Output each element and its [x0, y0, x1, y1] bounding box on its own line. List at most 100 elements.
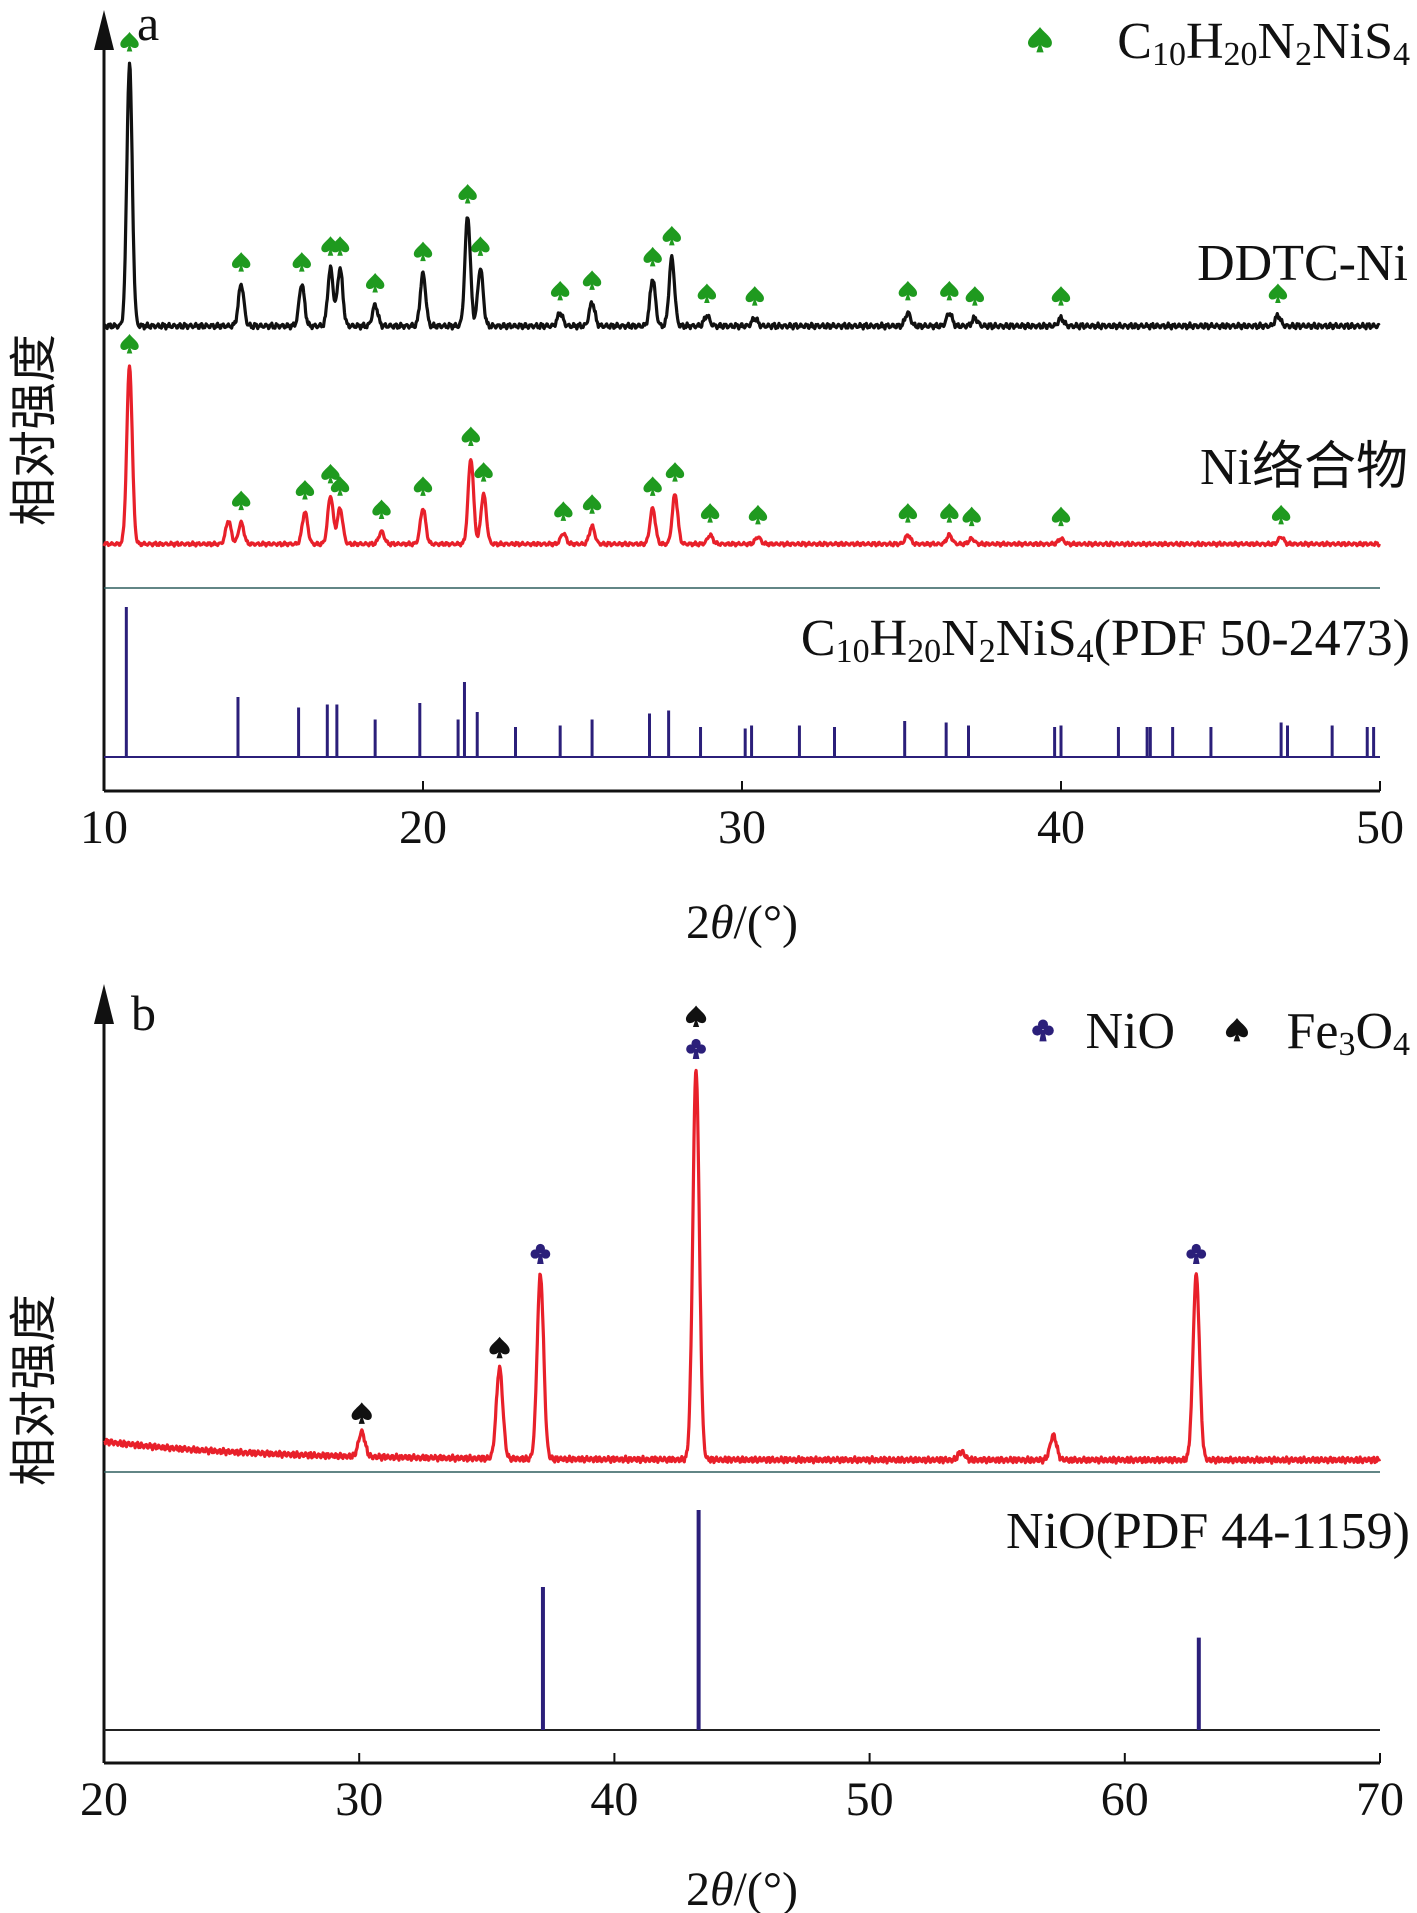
club-stem [692, 1048, 700, 1059]
x-tick-label: 40 [1037, 801, 1085, 854]
x-tick-label: 30 [718, 801, 766, 854]
peak-marker-spade-icon [330, 236, 350, 256]
peak-marker-spade-icon [662, 225, 682, 246]
series-sample-line [102, 1068, 1382, 1465]
y-axis-arrow [94, 984, 114, 1024]
formula-text: H [870, 610, 908, 667]
formula-text: N [1258, 13, 1296, 70]
peak-marker-club-icon [1186, 1243, 1207, 1264]
formula-text: NiS [1312, 13, 1393, 70]
formula-subscript: 2 [1295, 36, 1312, 73]
peak-marker-spade-icon [461, 426, 481, 447]
peak-marker-club-icon [530, 1243, 551, 1264]
x-tick-label: 60 [1101, 1773, 1149, 1826]
peak-marker-spade-icon [582, 494, 602, 514]
legend-club-icon [1032, 1019, 1054, 1042]
formula-text: H [1186, 13, 1224, 70]
peak-marker-spade-icon [940, 280, 959, 301]
peak-marker-club-icon [686, 1038, 706, 1059]
x-tick-label: 20 [80, 1773, 128, 1826]
formula-text: C [1117, 13, 1152, 70]
peak-marker-spade-icon [413, 476, 433, 496]
club-stem [1039, 1030, 1047, 1042]
formula-text: NiO [1085, 1003, 1175, 1060]
peak-marker-spade-icon [685, 1005, 707, 1027]
peak-marker-spade-icon [898, 503, 918, 523]
club-stem [1192, 1253, 1200, 1264]
legend-label: C10H20N2NiS4 [1117, 13, 1410, 73]
peak-marker-spade-icon [474, 462, 493, 482]
peak-marker-spade-icon [643, 246, 662, 267]
formula-subscript: 3 [1338, 1026, 1355, 1063]
peak-marker-spade-icon [330, 476, 350, 496]
club-lobe [696, 1044, 706, 1054]
peak-marker-spade-icon [120, 334, 139, 354]
peak-marker-spade-icon [489, 1336, 510, 1359]
formula-text: O [1355, 1003, 1393, 1060]
club-lobe [1186, 1249, 1196, 1259]
peak-marker-spade-icon [372, 499, 391, 520]
legend-spade-icon [1225, 1018, 1249, 1042]
formula-text: (PDF 50-2473) [1094, 610, 1410, 667]
formula-subscript: 10 [1152, 36, 1186, 73]
peak-marker-spade-icon [940, 503, 959, 523]
y-axis-title: 相对强度 [6, 334, 62, 526]
x-axis-title-prefix: 2 [686, 896, 710, 949]
series-ddtc-ni-line [102, 61, 1381, 331]
x-tick-label: 30 [335, 1773, 383, 1826]
peak-marker-spade-icon [748, 504, 768, 525]
peak-marker-spade-icon [665, 462, 685, 482]
peak-marker-spade-icon [351, 1402, 372, 1424]
peak-marker-spade-icon [471, 236, 490, 256]
legend-spade-icon [1028, 27, 1052, 53]
peak-marker-spade-icon [700, 503, 720, 523]
x-axis-title-suffix: /(°) [734, 896, 799, 949]
peak-marker-spade-icon [554, 501, 573, 521]
peak-marker-spade-icon [295, 479, 315, 500]
x-tick-label: 70 [1356, 1773, 1404, 1826]
peak-marker-spade-icon [458, 183, 477, 204]
series-ni-complex-line [102, 364, 1381, 548]
y-axis-arrow [94, 10, 114, 50]
peak-marker-spade-icon [231, 490, 251, 511]
formula-subscript: 4 [1393, 36, 1410, 73]
x-tick-label: 40 [590, 1773, 638, 1826]
peak-marker-spade-icon [413, 241, 433, 262]
club-lobe [1196, 1249, 1207, 1259]
peak-marker-spade-icon [120, 32, 139, 52]
formula-text: Fe [1286, 1003, 1338, 1060]
formula-subscript: 4 [1077, 633, 1094, 670]
x-axis-title-variable: θ [710, 1863, 734, 1913]
panel-letter: b [131, 985, 156, 1041]
peak-marker-spade-icon [643, 476, 662, 496]
club-stem [537, 1253, 544, 1264]
panel-letter: a [137, 0, 159, 51]
peak-marker-spade-icon [231, 252, 251, 272]
formula-subscript: 4 [1393, 1026, 1410, 1063]
x-tick-label: 20 [399, 801, 447, 854]
peak-marker-spade-icon [550, 280, 570, 301]
formula-subscript: 20 [907, 633, 941, 670]
reference-label: NiO(PDF 44-1159) [1006, 1503, 1410, 1560]
x-axis-title-suffix: /(°) [734, 1863, 799, 1913]
peak-marker-spade-icon [1051, 506, 1071, 527]
x-tick-label: 50 [1356, 801, 1404, 854]
x-tick-label: 10 [80, 801, 128, 854]
peak-marker-spade-icon [365, 273, 385, 293]
peak-marker-spade-icon [962, 506, 981, 527]
x-axis-title-prefix: 2 [686, 1863, 710, 1913]
formula-subscript: 2 [979, 633, 996, 670]
y-axis-title: 相对强度 [6, 1294, 62, 1486]
series-label-ni-complex: Ni络合物 [1200, 439, 1408, 496]
formula-text: N [941, 610, 979, 667]
peak-marker-spade-icon [321, 463, 340, 484]
club-lobe [1032, 1025, 1043, 1036]
peak-marker-spade-icon [1271, 504, 1291, 525]
peak-marker-spade-icon [697, 283, 717, 304]
peak-marker-spade-icon [1051, 286, 1071, 306]
club-lobe [686, 1044, 696, 1054]
x-axis-title: 2θ/(°) [686, 896, 798, 949]
club-lobe [541, 1249, 551, 1259]
